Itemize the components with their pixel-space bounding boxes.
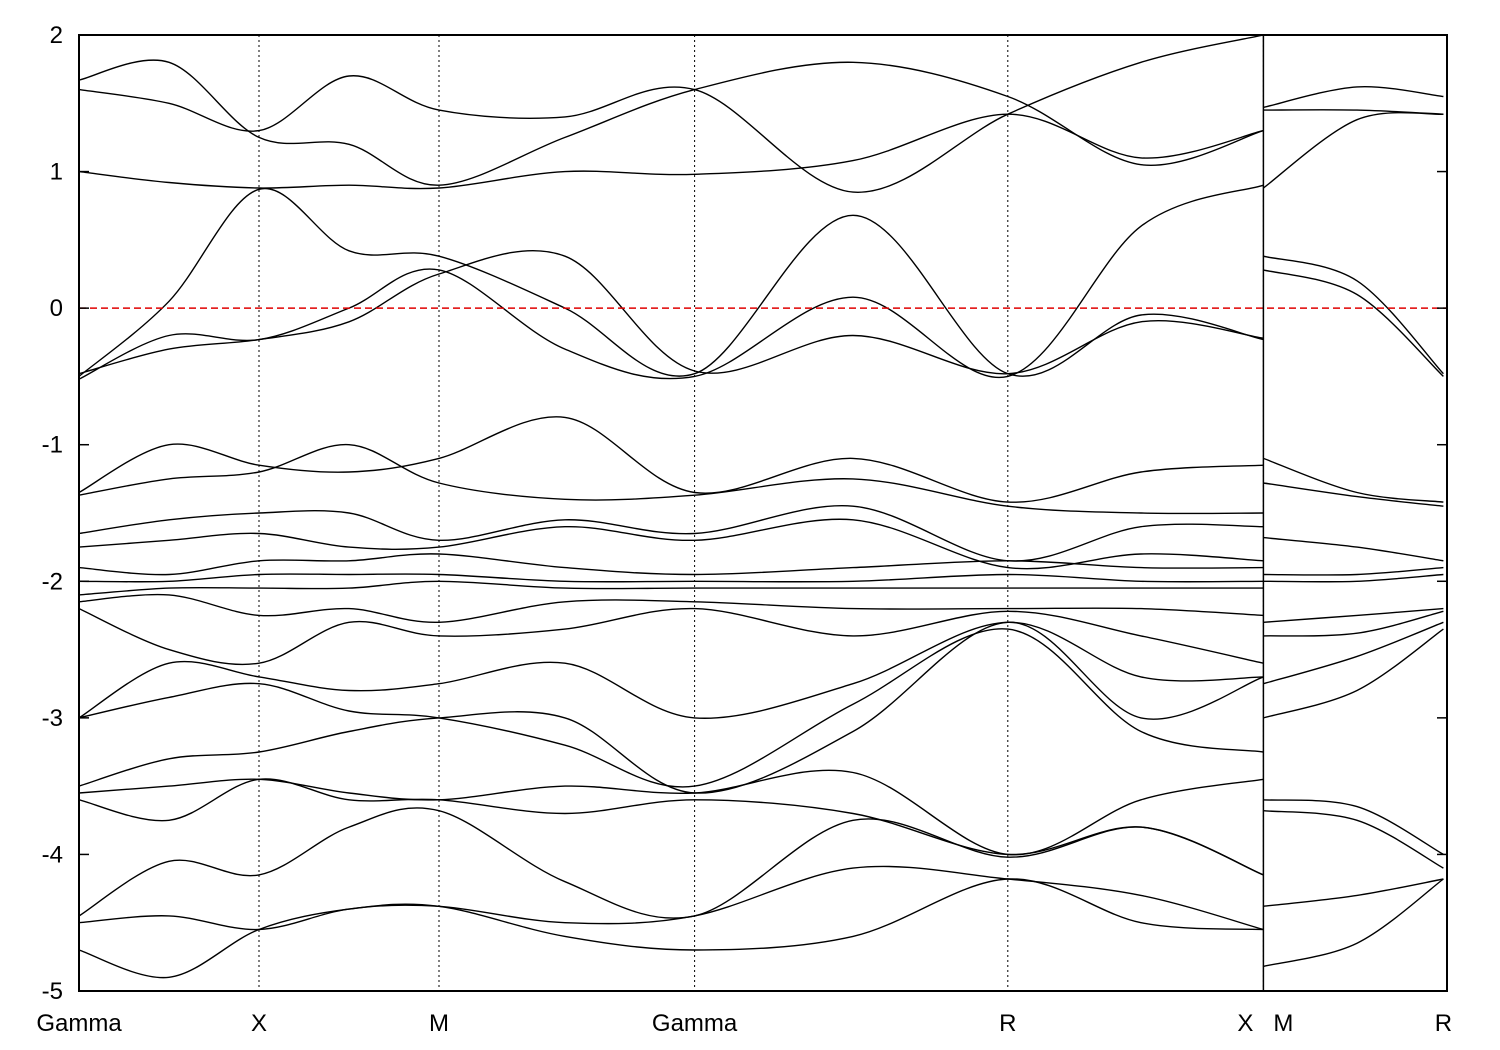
band-line-1 — [79, 187, 1264, 377]
band-line-13 — [79, 580, 1264, 596]
band-line-33 — [1263, 573, 1444, 583]
band-line-5 — [79, 35, 1264, 193]
plot-frame — [78, 34, 1448, 992]
band-line-28 — [1263, 85, 1444, 109]
x-tick-label-x: X — [251, 1010, 267, 1037]
band-line-30 — [1263, 482, 1444, 507]
band-line-36 — [1263, 621, 1444, 685]
band-line-35 — [1263, 610, 1444, 637]
band-lines — [79, 35, 1444, 979]
y-tick-label: 1 — [50, 159, 63, 186]
band-line-7 — [79, 416, 1264, 503]
band-line-24 — [1263, 255, 1444, 375]
band-line-32 — [1263, 566, 1444, 576]
band-line-25 — [1263, 269, 1444, 377]
band-line-4 — [79, 113, 1264, 190]
band-line-23 — [79, 878, 1264, 979]
band-line-22 — [79, 865, 1264, 931]
band-line-21 — [79, 807, 1264, 919]
band-line-29 — [1263, 457, 1444, 503]
y-tick-label: -1 — [42, 432, 63, 459]
x-tick-label-gamma: Gamma — [652, 1010, 738, 1037]
y-tick-label: 2 — [50, 22, 63, 49]
band-line-11 — [79, 553, 1264, 576]
band-line-40 — [1263, 878, 1444, 907]
band-line-31 — [1263, 536, 1444, 562]
band-line-34 — [1263, 607, 1444, 623]
band-line-3 — [79, 249, 1264, 375]
band-line-41 — [1263, 878, 1444, 968]
x-tick-label-r: R — [1435, 1010, 1452, 1037]
band-line-20 — [79, 778, 1264, 876]
band-line-37 — [1263, 628, 1444, 719]
band-line-12 — [79, 573, 1264, 583]
band-line-8 — [79, 443, 1264, 515]
x-tick-label-x: X — [1237, 1010, 1253, 1037]
y-tick-label: -3 — [42, 705, 63, 732]
band-line-26 — [1262, 111, 1444, 189]
band-line-15 — [79, 607, 1264, 666]
band-line-27 — [1263, 109, 1444, 115]
y-tick-label: -4 — [42, 841, 63, 868]
y-tick-label: -2 — [42, 568, 63, 595]
x-tick-label-m: M — [429, 1010, 449, 1037]
band-line-10 — [79, 518, 1264, 570]
band-line-39 — [1263, 810, 1444, 869]
x-axis-ticks: Gamma X M Gamma R X M R — [36, 1010, 1452, 1037]
band-line-38 — [1263, 799, 1444, 856]
y-tick-label: 0 — [50, 295, 63, 322]
band-line-14 — [79, 593, 1264, 624]
y-axis-ticks: 2 1 0 -1 -2 -3 -4 -5 — [42, 22, 1447, 1005]
band-line-2 — [79, 184, 1264, 380]
x-tick-label-gamma: Gamma — [36, 1010, 122, 1037]
x-tick-label-r: R — [999, 1010, 1016, 1037]
band-line-19 — [79, 769, 1264, 856]
band-line-6 — [79, 59, 1264, 186]
band-line-9 — [79, 505, 1264, 562]
band-line-17 — [79, 628, 1264, 788]
band-line-18 — [79, 621, 1264, 794]
y-tick-label: -5 — [42, 978, 63, 1005]
x-tick-label-m: M — [1273, 1010, 1293, 1037]
band-line-16 — [79, 621, 1264, 719]
